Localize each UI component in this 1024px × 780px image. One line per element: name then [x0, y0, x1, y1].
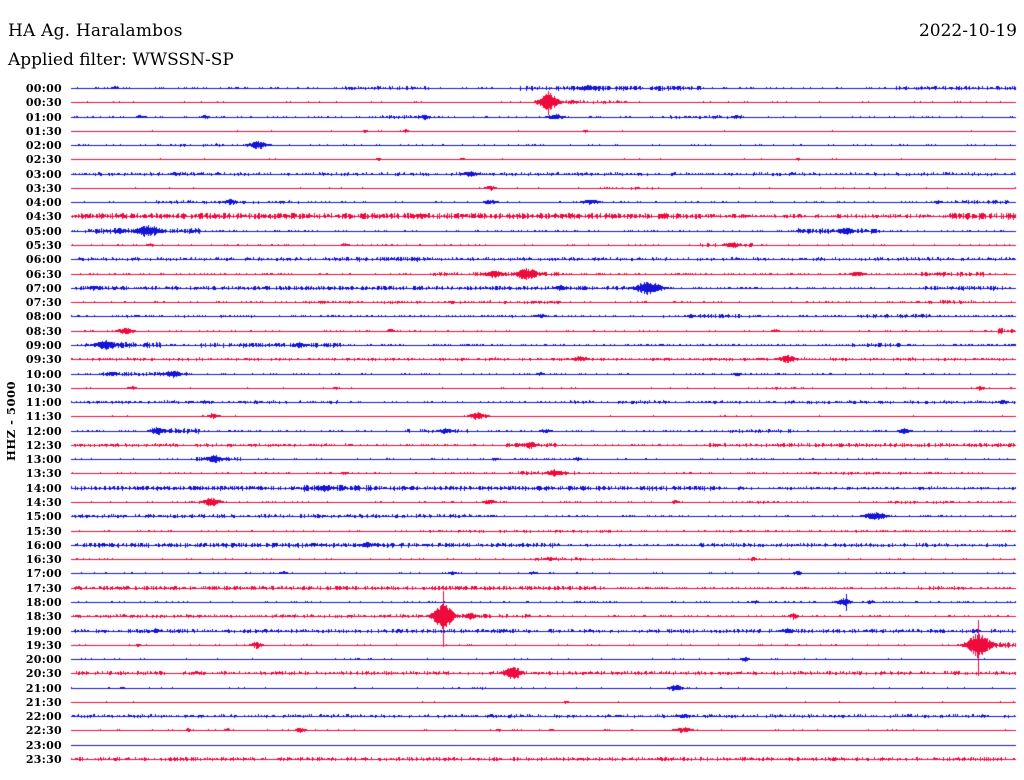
time-label: 10:00 [25, 368, 62, 381]
time-label: 04:30 [25, 210, 62, 223]
time-label: 12:30 [25, 439, 62, 452]
time-label: 10:30 [25, 382, 62, 395]
time-label: 06:30 [25, 268, 62, 281]
time-label: 11:00 [25, 396, 62, 409]
time-label: 08:00 [25, 310, 62, 323]
time-label: 21:00 [25, 682, 62, 695]
time-label: 03:00 [25, 168, 62, 181]
time-label: 05:00 [25, 225, 62, 238]
time-label: 13:30 [25, 467, 62, 480]
time-label: 18:30 [25, 610, 62, 623]
time-label: 17:30 [25, 582, 62, 595]
time-label: 22:30 [25, 724, 62, 737]
time-label: 03:30 [25, 182, 62, 195]
time-labels: 00:00 00:30 01:00 01:30 02:00 02:30 03:00 03:30… [0, 0, 62, 780]
time-label: 15:00 [25, 510, 62, 523]
time-label: 16:30 [25, 553, 62, 566]
time-label: 23:00 [25, 739, 62, 752]
time-label: 14:00 [25, 482, 62, 495]
time-label: 19:30 [25, 639, 62, 652]
time-label: 02:30 [25, 153, 62, 166]
time-label: 16:00 [25, 539, 62, 552]
time-label: 04:00 [25, 196, 62, 209]
time-label: 20:30 [25, 667, 62, 680]
time-label: 14:30 [25, 496, 62, 509]
time-label: 01:00 [25, 111, 62, 124]
time-label: 09:00 [25, 339, 62, 352]
time-label: 09:30 [25, 353, 62, 366]
time-label: 20:00 [25, 653, 62, 666]
time-label: 06:00 [25, 253, 62, 266]
time-label: 05:30 [25, 239, 62, 252]
time-label: 07:00 [25, 282, 62, 295]
time-label: 19:00 [25, 625, 62, 638]
time-label: 23:30 [25, 753, 62, 766]
time-label: 22:00 [25, 710, 62, 723]
time-label: 00:00 [25, 82, 62, 95]
time-label: 12:00 [25, 425, 62, 438]
time-label: 11:30 [25, 410, 62, 423]
time-label: 17:00 [25, 567, 62, 580]
time-label: 01:30 [25, 125, 62, 138]
time-label: 08:30 [25, 325, 62, 338]
time-label: 21:30 [25, 696, 62, 709]
time-label: 13:00 [25, 453, 62, 466]
time-label: 07:30 [25, 296, 62, 309]
time-label: 15:30 [25, 525, 62, 538]
time-label: 00:30 [25, 96, 62, 109]
time-label: 02:00 [25, 139, 62, 152]
time-label: 18:00 [25, 596, 62, 609]
